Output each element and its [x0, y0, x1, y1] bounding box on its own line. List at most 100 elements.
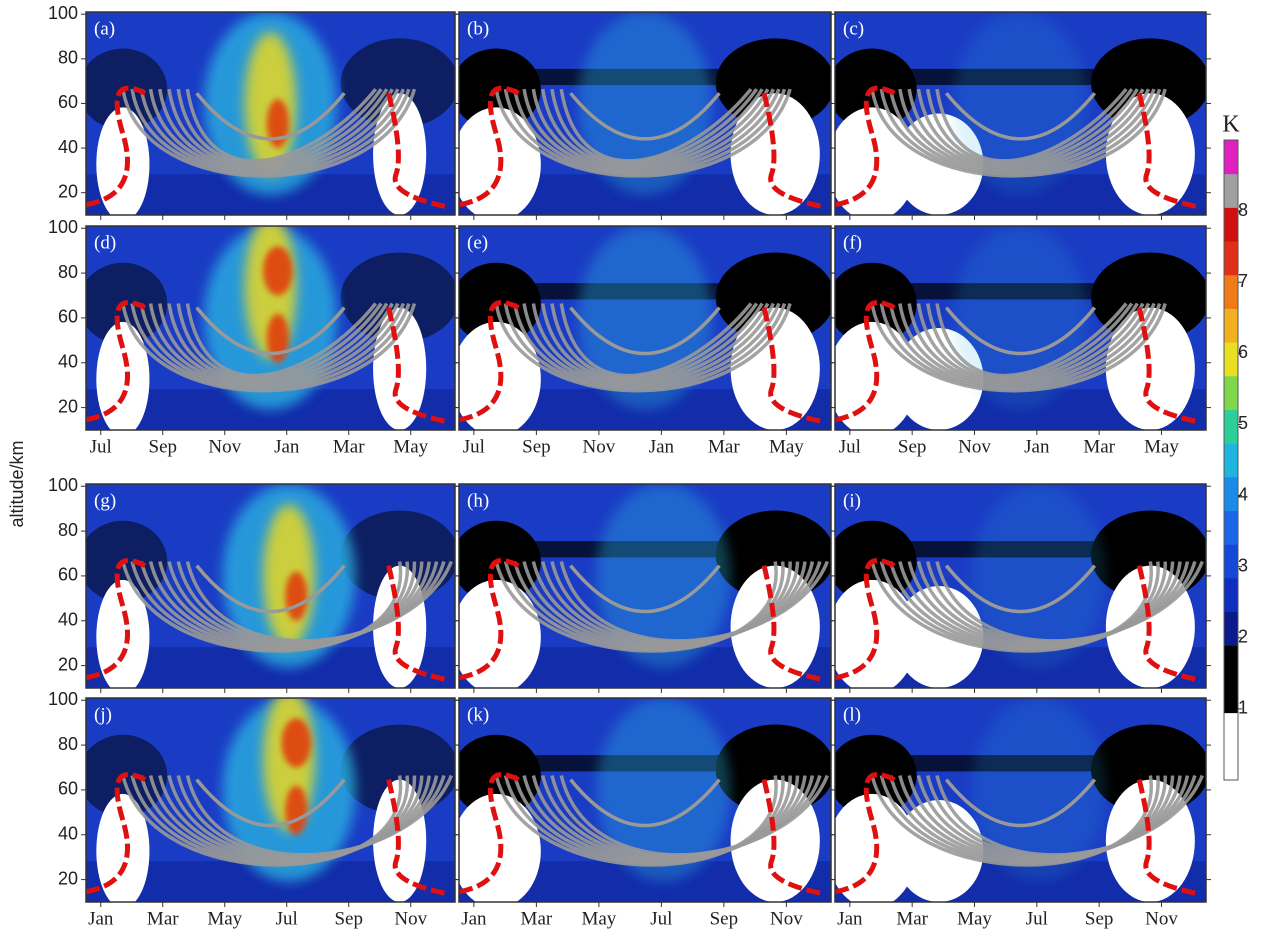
contour-line — [559, 302, 753, 378]
colorbar-segment — [1224, 342, 1238, 377]
colorbar-tick-label: 8 — [1238, 200, 1248, 220]
heatmap-white — [894, 586, 984, 688]
contour-line — [531, 302, 770, 384]
x-tick-label: Jul — [1026, 908, 1048, 929]
y-tick-label: 40 — [58, 137, 78, 157]
zero-contour — [761, 565, 825, 683]
contour-line — [944, 778, 1097, 828]
contour-line — [907, 88, 1145, 169]
colorbar-segment — [1224, 375, 1238, 410]
colorbar-tick-label: 5 — [1238, 413, 1248, 433]
panel-label: (b) — [467, 18, 489, 39]
contour-line — [503, 88, 787, 176]
zero-contour — [86, 558, 147, 681]
heatmap-white — [96, 321, 150, 430]
contour-line — [898, 302, 1151, 386]
heatmap-red — [285, 571, 308, 621]
x-tick-label: Jan — [649, 436, 675, 457]
x-tick-label: Jul — [90, 436, 112, 457]
y-tick-label: 40 — [58, 823, 78, 843]
heatmap-red — [263, 246, 293, 296]
heatmap-cyan — [596, 698, 731, 882]
zero-contour — [835, 300, 896, 423]
colorbar-segment — [1224, 746, 1238, 781]
colorbar-segment — [1224, 207, 1238, 242]
contour-line — [935, 774, 1204, 857]
zero-contour — [459, 85, 520, 208]
panel — [86, 484, 455, 688]
contour-line — [494, 88, 792, 178]
colorbar-segment — [1224, 140, 1238, 175]
x-tick-label: Mar — [333, 436, 365, 457]
y-tick-label: 20 — [58, 868, 78, 888]
panel — [459, 12, 831, 215]
colorbar-segment — [1224, 678, 1238, 714]
heatmap-red — [266, 99, 289, 149]
contour-line — [148, 302, 400, 386]
contour-line — [185, 302, 378, 378]
colorbar-label: K — [1222, 112, 1240, 138]
contour-line — [926, 302, 1134, 380]
panel-label: (d) — [94, 232, 116, 253]
panel — [835, 484, 1206, 688]
y-tick-label: 60 — [58, 307, 78, 327]
y-tick-label: 100 — [48, 3, 78, 23]
zero-contour — [761, 307, 825, 425]
x-tick-label: Mar — [147, 908, 179, 929]
contour-line — [916, 88, 1139, 167]
y-tick-label: 20 — [58, 396, 78, 416]
y-tick-label: 20 — [58, 181, 78, 201]
colorbar-segment — [1224, 611, 1238, 646]
zero-contour — [1136, 565, 1200, 683]
contour-line — [513, 88, 781, 174]
panel-label: (f) — [843, 232, 862, 253]
y-tick-label: 60 — [58, 92, 78, 112]
colorbar-segment — [1224, 577, 1238, 613]
heatmap-white — [96, 107, 150, 215]
x-tick-label: Sep — [149, 436, 178, 457]
contour-line — [888, 88, 1156, 174]
y-tick-label: 100 — [48, 217, 78, 237]
zero-contour — [835, 85, 896, 208]
contour-line — [494, 303, 792, 393]
contour-line — [569, 564, 721, 614]
zero-contour — [459, 300, 520, 423]
y-tick-label: 60 — [58, 779, 78, 799]
panel-frame — [834, 483, 1207, 689]
heatmap-white — [96, 579, 150, 688]
x-tick-label: Jul — [276, 908, 298, 929]
heatmap-red — [266, 313, 289, 363]
y-tick-label: 80 — [58, 520, 78, 540]
panel-label: (g) — [94, 490, 116, 511]
x-tick-label: May — [1144, 436, 1179, 457]
panel — [459, 698, 831, 902]
x-tick-label: Jan — [1024, 436, 1050, 457]
contour-line — [503, 302, 787, 391]
contour-line — [944, 92, 1097, 141]
panel-frame — [458, 225, 832, 431]
panel-frame — [834, 11, 1207, 216]
x-tick-label: Jul — [839, 436, 861, 457]
x-tick-label: Sep — [334, 908, 363, 929]
contour-line — [907, 302, 1145, 384]
y-tick-label: 80 — [58, 262, 78, 282]
x-tick-label: Sep — [898, 436, 927, 457]
x-tick-label: Nov — [394, 908, 427, 929]
x-tick-label: May — [393, 436, 428, 457]
contour-line — [513, 302, 781, 388]
panel — [835, 698, 1206, 902]
x-tick-label: Nov — [208, 436, 241, 457]
panel-label: (l) — [843, 704, 861, 725]
x-tick-label: Mar — [708, 436, 740, 457]
x-tick-label: Sep — [710, 908, 739, 929]
contour-line — [888, 302, 1156, 388]
panel-frame — [834, 697, 1207, 903]
colorbar-segment — [1224, 409, 1238, 444]
contour-line — [522, 88, 775, 171]
heatmap-yellow — [263, 504, 315, 648]
contour-line — [879, 88, 1162, 176]
y-tick-label: 100 — [48, 689, 78, 709]
contour-line — [139, 302, 405, 388]
panel-frame — [85, 11, 456, 216]
contour-line — [130, 302, 411, 391]
